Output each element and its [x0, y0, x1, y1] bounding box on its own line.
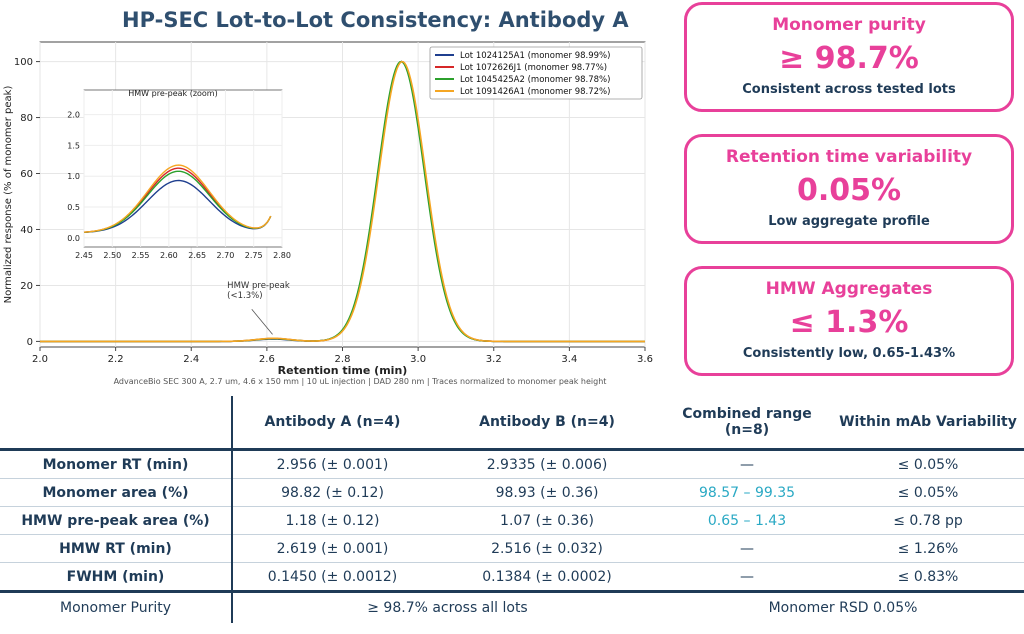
- table-cell: 98.82 (± 0.12): [232, 478, 432, 507]
- inset-y-tick-label: 1.5: [67, 141, 80, 150]
- summary-table: Antibody A (n=4) Antibody B (n=4) Combin…: [0, 396, 1024, 623]
- table-row: Monomer area (%) 98.82 (± 0.12) 98.93 (±…: [0, 478, 1024, 507]
- table-cell: 2.956 (± 0.001): [232, 449, 432, 479]
- kpi-value: ≥ 98.7%: [779, 41, 919, 76]
- x-tick-label: 3.6: [637, 354, 653, 365]
- summary-cell: Monomer RSD 0.05%: [662, 590, 1024, 623]
- table-cell: 0.1450 (± 0.0012): [232, 562, 432, 592]
- inset-y-tick-label: 2.0: [67, 111, 80, 120]
- inset-y-tick-label: 0.0: [67, 234, 80, 243]
- table-cell: 1.18 (± 0.12): [232, 506, 432, 535]
- kpi-title: Retention time variability: [725, 147, 973, 167]
- annotation-text: HMW pre-peak: [227, 281, 290, 291]
- inset-series-line: [83, 179, 272, 234]
- table-cell: 2.619 (± 0.001): [232, 534, 432, 563]
- x-axis-label: Retention time (min): [278, 364, 408, 376]
- kpi-value: 0.05%: [796, 173, 902, 208]
- row-label: FWHM (min): [0, 562, 233, 592]
- x-tick-label: 3.0: [410, 354, 426, 365]
- table-header-row: Antibody A (n=4) Antibody B (n=4) Combin…: [0, 396, 1024, 451]
- y-tick-label: 100: [14, 57, 33, 68]
- table-cell: ≤ 0.05%: [832, 478, 1024, 507]
- table-row: FWHM (min) 0.1450 (± 0.0012) 0.1384 (± 0…: [0, 562, 1024, 592]
- inset-x-tick-label: 2.80: [273, 251, 291, 260]
- inset-series-line: [83, 164, 272, 233]
- kpi-retention-variability: Retention time variability 0.05% Low agg…: [684, 134, 1014, 244]
- x-tick-label: 3.4: [561, 354, 577, 365]
- inset-y-tick-label: 0.5: [67, 203, 80, 212]
- table-cell: ≤ 1.26%: [832, 534, 1024, 563]
- table-row: HMW pre-peak area (%) 1.18 (± 0.12) 1.07…: [0, 506, 1024, 535]
- row-label: Monomer area (%): [0, 478, 233, 507]
- y-axis-label: Normalized response (% of monomer peak): [3, 86, 14, 304]
- summary-label: Monomer Purity: [0, 590, 233, 623]
- table-cell: —: [662, 562, 832, 592]
- y-tick-label: 80: [20, 113, 33, 124]
- kpi-title: Monomer purity: [772, 15, 926, 35]
- table-cell: 1.07 (± 0.36): [432, 506, 662, 535]
- y-tick-label: 60: [20, 169, 33, 180]
- table-header-cell: Combined range (n=8): [662, 396, 832, 451]
- chromatogram-chart: 2.0 2.2 2.4 2.6 2.8 3.0 3.2 3.4 3.6 0 20 40 60 80 100 R…: [3, 41, 653, 376]
- series-line: [40, 60, 645, 343]
- kpi-title: HMW Aggregates: [765, 279, 933, 299]
- row-label: HMW pre-peak area (%): [0, 506, 233, 535]
- x-tick-label: 3.2: [486, 354, 502, 365]
- inset-x-tick-label: 2.65: [188, 251, 206, 260]
- table-cell: 0.65 – 1.43: [662, 506, 832, 535]
- table-cell: ≤ 0.05%: [832, 449, 1024, 479]
- table-cell: 0.1384 (± 0.0002): [432, 562, 662, 592]
- inset-x-tick-label: 2.50: [103, 251, 121, 260]
- kpi-subtitle: Consistent across tested lots: [742, 82, 956, 97]
- inset-y-tick-label: 1.0: [67, 172, 80, 181]
- table-cell: 2.9335 (± 0.006): [432, 449, 662, 479]
- inset-title: HMW pre-peak (zoom): [128, 89, 217, 98]
- kpi-monomer-purity: Monomer purity ≥ 98.7% Consistent across…: [684, 2, 1014, 112]
- row-label: Monomer RT (min): [0, 449, 233, 479]
- table-cell: 98.93 (± 0.36): [432, 478, 662, 507]
- table-header-cell: [0, 396, 233, 451]
- y-tick-label: 40: [20, 225, 33, 236]
- table-header-cell: Antibody B (n=4): [432, 396, 662, 451]
- table-cell: —: [662, 449, 832, 479]
- inset-x-tick-label: 2.45: [75, 251, 93, 260]
- inset-x-tick-label: 2.70: [217, 251, 235, 260]
- legend-entry: Lot 1072626J1 (monomer 98.77%): [460, 63, 607, 73]
- x-tick-label: 2.6: [259, 354, 275, 365]
- row-label: HMW RT (min): [0, 534, 233, 563]
- inset-x-tick-label: 2.75: [245, 251, 263, 260]
- annotation-arrow: [251, 308, 273, 335]
- x-tick-label: 2.0: [32, 354, 48, 365]
- x-tick-label: 2.4: [183, 354, 199, 365]
- x-tick-label: 2.2: [108, 354, 124, 365]
- legend-entry: Lot 1024125A1 (monomer 98.99%): [460, 51, 610, 61]
- table-header-cell: Within mAb Variability: [832, 396, 1024, 451]
- table-cell: 2.516 (± 0.032): [432, 534, 662, 563]
- annotation-text: (<1.3%): [227, 291, 262, 301]
- legend-entry: Lot 1045425A2 (monomer 98.78%): [460, 75, 610, 85]
- x-tick-label: 2.8: [335, 354, 351, 365]
- table-cell: 98.57 – 99.35: [662, 478, 832, 507]
- y-tick-label: 0: [27, 337, 33, 348]
- legend-box: [429, 46, 643, 100]
- table-row: Monomer RT (min) 2.956 (± 0.001) 2.9335 …: [0, 449, 1024, 479]
- inset-x-tick-label: 2.60: [160, 251, 178, 260]
- summary-cell: ≥ 98.7% across all lots: [232, 590, 662, 623]
- summary-row: Monomer Purity ≥ 98.7% across all lots M…: [0, 590, 1024, 623]
- kpi-subtitle: Consistently low, 0.65-1.43%: [742, 346, 956, 361]
- table-cell: ≤ 0.83%: [832, 562, 1024, 592]
- inset-x-tick-label: 2.55: [132, 251, 150, 260]
- table-row: HMW RT (min) 2.619 (± 0.001) 2.516 (± 0.…: [0, 534, 1024, 563]
- kpi-hmw-aggregates: HMW Aggregates ≤ 1.3% Consistently low, …: [684, 266, 1014, 376]
- kpi-value: ≤ 1.3%: [789, 305, 909, 340]
- chart-title: HP-SEC Lot-to-Lot Consistency: Antibody …: [122, 8, 629, 32]
- chart-footnote: AdvanceBio SEC 300 A, 2.7 um, 4.6 x 150 …: [113, 377, 607, 386]
- y-tick-label: 20: [20, 281, 33, 292]
- legend-entry: Lot 1091426A1 (monomer 98.72%): [460, 87, 610, 97]
- table-cell: ≤ 0.78 pp: [832, 506, 1024, 535]
- table-cell: —: [662, 534, 832, 563]
- table-header-cell: Antibody A (n=4): [232, 396, 432, 451]
- kpi-subtitle: Low aggregate profile: [768, 214, 930, 229]
